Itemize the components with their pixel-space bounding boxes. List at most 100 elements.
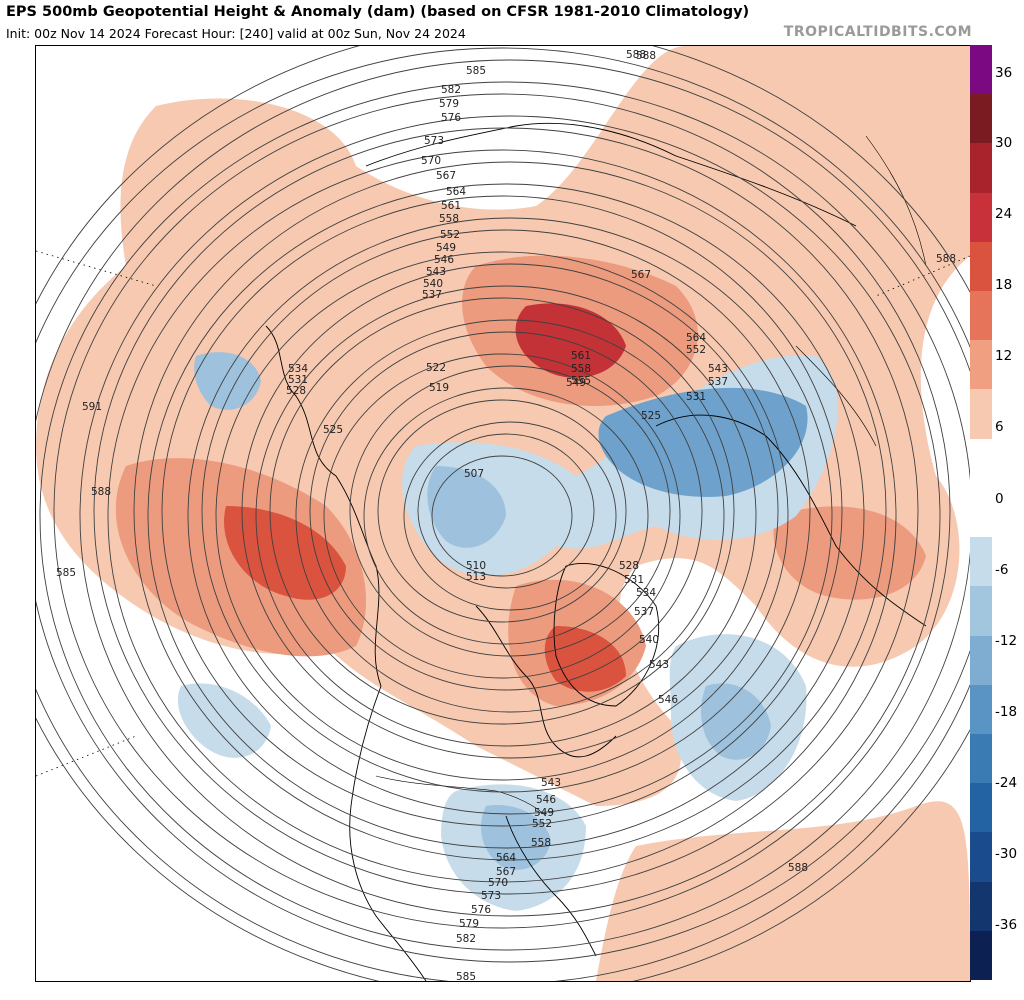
hemispheric-map: 5885855825795765735705675645615585525495… <box>36 46 970 981</box>
height-contour <box>187 217 833 815</box>
contour-label: 546 <box>434 254 454 266</box>
anomaly-area-bering <box>194 352 261 410</box>
contour-label: 588 <box>788 862 808 874</box>
height-contour <box>53 93 951 929</box>
coastline-greenland <box>553 562 660 707</box>
color-scale-segment <box>970 389 992 440</box>
contour-label: 540 <box>639 634 659 646</box>
height-contour <box>417 433 595 589</box>
contour-label: 531 <box>686 391 706 403</box>
color-scale-segment <box>970 783 992 833</box>
height-contour <box>147 183 865 849</box>
color-scale-segment <box>970 586 992 637</box>
chart-subtitle: Init: 00z Nov 14 2024 Forecast Hour: [24… <box>6 26 466 41</box>
color-scale-segment <box>970 143 992 194</box>
contour-label: 588 <box>636 50 656 62</box>
color-scale-segment <box>970 733 992 784</box>
contour-label: 540 <box>423 278 443 290</box>
contour-label: 543 <box>649 659 669 671</box>
height-contour <box>431 455 573 577</box>
color-scale-label: 0 <box>995 491 1004 507</box>
coastline-europe <box>655 414 927 627</box>
color-scale-label: 6 <box>995 419 1004 435</box>
color-scale-label: 24 <box>995 206 1013 222</box>
contour-label: 591 <box>82 401 102 413</box>
contour-label: 549 <box>436 242 456 254</box>
color-scale-segment <box>970 537 992 587</box>
contour-label: 552 <box>440 229 460 241</box>
contour-label: 567 <box>496 866 516 878</box>
color-scale-label: -6 <box>995 562 1009 578</box>
height-contour <box>241 263 779 759</box>
contour-label: 573 <box>481 890 501 902</box>
height-contour <box>403 421 617 611</box>
color-scale-label: -12 <box>995 633 1018 649</box>
height-contour <box>377 399 627 623</box>
contour-label: 549 <box>566 377 586 389</box>
color-scale-segment <box>970 832 992 883</box>
contour-label: 561 <box>441 200 461 212</box>
coastline-hudson-bay <box>475 605 617 758</box>
height-contour <box>36 47 970 981</box>
contour-label: 555 <box>571 375 591 387</box>
contour-label: 546 <box>536 794 556 806</box>
contour-label: 588 <box>936 253 956 265</box>
contour-label: 582 <box>441 84 461 96</box>
anomaly-area-eastern-us-core <box>481 805 551 870</box>
height-contour <box>255 285 757 747</box>
height-contour <box>215 251 789 781</box>
contour-label: 525 <box>641 410 661 422</box>
color-scale-label: 36 <box>995 65 1013 81</box>
contour-label: 531 <box>288 374 308 386</box>
color-scale-label: -36 <box>995 917 1018 933</box>
contour-label: 585 <box>56 567 76 579</box>
color-scale-label: 12 <box>995 348 1013 364</box>
color-scale-segment <box>970 192 992 243</box>
contour-label: 588 <box>626 49 646 61</box>
contour-label: 585 <box>466 65 486 77</box>
contour-label: 534 <box>636 587 656 599</box>
height-contour <box>79 115 941 917</box>
contour-label: 576 <box>471 904 491 916</box>
anomaly-area-north-atlantic-core <box>701 683 771 760</box>
height-contour <box>269 297 735 725</box>
negative-anomaly-shading <box>177 352 838 911</box>
height-contour <box>309 331 703 691</box>
contour-label: 576 <box>441 112 461 124</box>
graticule <box>36 250 970 777</box>
contour-label: 552 <box>532 818 552 830</box>
contour-label: 543 <box>541 777 561 789</box>
contour-label: 513 <box>466 571 486 583</box>
color-scale-segment <box>970 291 992 341</box>
contour-label: 561 <box>571 350 591 362</box>
anomaly-area-alaska-core <box>224 506 346 600</box>
height-contours <box>36 46 970 981</box>
map-panel: 588 585 582 579 576 573 570 567 564 561 558 552 549 5… <box>35 45 971 982</box>
contour-label: 552 <box>686 344 706 356</box>
height-contour <box>93 127 919 895</box>
contour-label: 579 <box>459 918 479 930</box>
contour-label: 570 <box>488 877 508 889</box>
contour-label: 507 <box>464 468 484 480</box>
color-scale-segment <box>970 438 992 489</box>
coastline-eastern-us <box>505 815 597 957</box>
contour-label: 543 <box>426 266 446 278</box>
height-contour <box>133 161 887 861</box>
source-credit: TROPICALTIDBITS.COM <box>783 24 972 40</box>
color-scale-segment <box>970 45 992 95</box>
contour-label: 546 <box>658 694 678 706</box>
contour-label: 543 <box>708 363 728 375</box>
height-contour <box>323 353 681 679</box>
anomaly-area-arctic-core <box>427 466 506 548</box>
contour-label: 519 <box>429 382 449 394</box>
height-contour <box>349 365 671 657</box>
country-borders <box>375 135 927 817</box>
border-canada-us <box>375 775 547 817</box>
coastline-alaska <box>265 325 382 687</box>
contour-label: 558 <box>439 213 459 225</box>
contour-label: 564 <box>686 332 706 344</box>
color-scale-segment <box>970 881 992 932</box>
contour-label: 528 <box>286 385 306 397</box>
contour-label: 537 <box>634 606 654 618</box>
contour-label: 564 <box>496 852 516 864</box>
